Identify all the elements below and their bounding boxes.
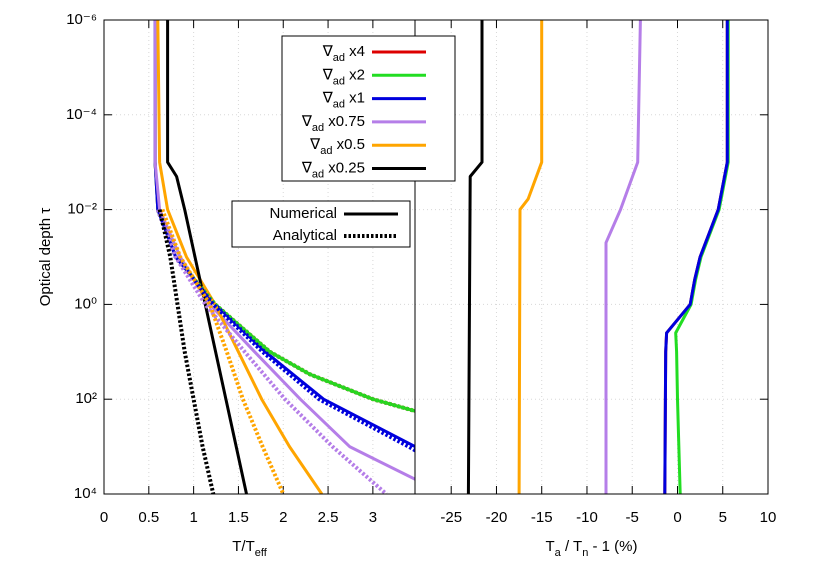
legend-label: ∇ad x2 — [322, 66, 365, 87]
legend-text: x0.75 — [324, 113, 365, 130]
legend-box — [231, 200, 411, 248]
label-part: T — [546, 538, 555, 555]
y-tick-label: 10⁰ — [74, 295, 97, 312]
series-line — [155, 208, 415, 453]
legend-text: x0.5 — [332, 136, 365, 153]
x-tick-label: 1 — [189, 509, 197, 526]
label-part: - 1 (%) — [588, 538, 637, 555]
series-line — [674, 20, 730, 494]
legend-label: ∇ad x0.5 — [309, 136, 365, 157]
label-part: / T — [561, 538, 582, 555]
legend-text: x0.25 — [324, 159, 365, 176]
x-tick-label: -5 — [626, 509, 639, 526]
legend-label: ∇ad x4 — [322, 43, 365, 64]
legend-label: Analytical — [273, 227, 337, 244]
legend-symbol: ∇ — [301, 159, 313, 176]
legend-box — [281, 35, 456, 182]
series-line — [166, 20, 248, 494]
legend-sub: ad — [333, 99, 345, 111]
x-tick-label: 2 — [279, 509, 287, 526]
x-axis-label: T/Teff — [232, 538, 267, 559]
y-tick-label: 10⁻⁶ — [66, 11, 97, 28]
legend-label: ∇ad x0.75 — [301, 113, 365, 134]
x-tick-label: -20 — [486, 509, 508, 526]
series-line — [663, 20, 729, 494]
series-line — [663, 20, 729, 494]
legend-symbol: ∇ — [322, 90, 334, 107]
legend-sub: ad — [312, 122, 324, 134]
x-tick-label: 0.5 — [138, 509, 159, 526]
x-tick-label: -15 — [531, 509, 553, 526]
series-line — [157, 209, 216, 494]
legend-symbol: ∇ — [322, 66, 334, 83]
series-line — [466, 20, 484, 494]
x-tick-label: 2.5 — [318, 509, 339, 526]
legend-sub: ad — [320, 145, 332, 157]
legend-sub: ad — [333, 75, 345, 87]
legend-sub: ad — [333, 52, 345, 64]
x-tick-label: -25 — [440, 509, 462, 526]
series-line — [156, 20, 324, 494]
y-tick-label: 10⁴ — [74, 485, 97, 502]
panel-lines — [466, 20, 730, 494]
x-tick-label: -10 — [576, 509, 598, 526]
legend-symbol: ∇ — [301, 113, 313, 130]
y-axis-label: Optical depth τ — [37, 208, 54, 307]
legend-label: ∇ad x0.25 — [301, 159, 365, 180]
y-tick-label: 10⁻⁴ — [66, 106, 97, 123]
y-tick-label: 10⁻² — [67, 201, 97, 218]
legend-label: Numerical — [269, 205, 337, 222]
series-line — [604, 20, 642, 494]
label-part: Optical depth τ — [37, 208, 54, 307]
x-tick-label: 0 — [673, 509, 681, 526]
series-line — [160, 208, 286, 494]
legend-text: x2 — [345, 66, 365, 83]
series-line — [155, 208, 388, 494]
y-tick-label: 10² — [75, 390, 97, 407]
legend-text: x1 — [345, 90, 365, 107]
legend-symbol: ∇ — [322, 43, 334, 60]
series-line — [153, 20, 415, 481]
label-part: T/T — [232, 538, 255, 555]
legend-symbol: ∇ — [309, 136, 321, 153]
x-tick-label: 3 — [369, 509, 377, 526]
label-part: n — [582, 547, 588, 559]
panel-lines — [153, 20, 415, 494]
legend-text: x4 — [345, 43, 365, 60]
legend-label: ∇ad x1 — [322, 90, 365, 111]
plot-frame — [103, 19, 769, 495]
series-line — [517, 20, 544, 494]
x-tick-label: 10 — [760, 509, 777, 526]
x-axis-label: Ta / Tn - 1 (%) — [546, 538, 638, 559]
label-part: a — [555, 547, 562, 559]
legend-sub: ad — [312, 168, 324, 180]
x-tick-label: 5 — [719, 509, 727, 526]
x-tick-label: 1.5 — [228, 509, 249, 526]
label-part: eff — [255, 547, 268, 559]
x-tick-label: 0 — [100, 509, 108, 526]
